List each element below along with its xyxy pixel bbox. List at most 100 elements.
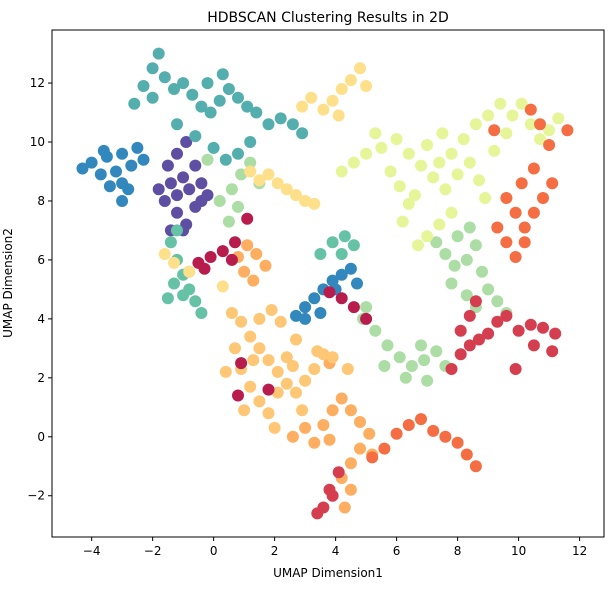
y-tick-label: 0 (37, 430, 45, 444)
x-tick-label: 8 (454, 544, 462, 558)
data-point (360, 80, 373, 92)
data-point (323, 433, 336, 446)
data-point (384, 165, 397, 178)
data-point (201, 189, 214, 202)
x-tick-label: −2 (144, 544, 162, 558)
data-point (262, 118, 275, 131)
data-point (439, 248, 452, 260)
data-point (396, 215, 409, 228)
data-point (543, 124, 556, 137)
data-point (418, 354, 431, 367)
data-point (186, 88, 199, 101)
data-point (326, 94, 339, 107)
data-point (451, 230, 464, 243)
data-point (512, 324, 525, 337)
data-point (500, 192, 513, 204)
data-point (241, 100, 254, 113)
data-point (527, 206, 540, 219)
data-point (268, 421, 281, 434)
data-point (415, 339, 427, 352)
data-point (229, 236, 241, 249)
data-point (378, 360, 391, 372)
data-point (164, 177, 177, 190)
data-point (177, 289, 190, 302)
data-point (399, 371, 412, 384)
data-point (286, 430, 299, 443)
data-point (244, 380, 257, 393)
data-point (137, 153, 150, 166)
data-point (360, 312, 373, 325)
data-point (296, 127, 309, 140)
data-point (375, 141, 388, 154)
data-point (244, 136, 257, 148)
data-point (433, 218, 446, 231)
data-point (451, 436, 464, 449)
data-point (421, 374, 434, 387)
data-point (247, 354, 260, 367)
data-point (509, 206, 522, 219)
data-point (360, 301, 373, 314)
y-tick-label: −2 (27, 489, 45, 503)
data-point (171, 147, 183, 160)
data-point (232, 389, 244, 402)
data-point (189, 200, 202, 213)
data-point (412, 239, 424, 252)
data-point (500, 127, 513, 140)
data-point (171, 189, 183, 202)
data-point (543, 139, 556, 151)
data-point (332, 109, 345, 122)
data-point (216, 245, 229, 258)
data-point (314, 307, 327, 319)
data-point (527, 339, 540, 352)
data-point (335, 165, 348, 178)
data-point (262, 354, 275, 367)
data-point (460, 448, 473, 461)
data-point (469, 460, 482, 473)
data-point (305, 91, 318, 104)
data-point (103, 180, 116, 193)
data-point (238, 404, 251, 417)
data-point (326, 236, 339, 249)
data-point (128, 97, 141, 110)
data-point (491, 315, 504, 328)
data-point (259, 259, 272, 272)
data-point (168, 83, 180, 95)
y-axis-ticks: −2 0 2 4 6 8 10 12 (27, 76, 52, 503)
data-point (317, 419, 330, 431)
data-point (116, 147, 129, 160)
data-point (469, 239, 482, 252)
data-point (338, 230, 351, 243)
data-point (326, 404, 339, 417)
data-point (274, 315, 287, 328)
data-point (537, 192, 549, 204)
data-point (430, 236, 443, 249)
data-point (311, 507, 324, 520)
data-point (274, 112, 287, 125)
data-point (225, 307, 238, 319)
data-point (85, 156, 98, 169)
data-point (299, 312, 312, 325)
y-tick-label: 6 (37, 253, 45, 267)
data-point (286, 360, 299, 372)
data-point (445, 363, 458, 375)
y-tick-label: 12 (30, 76, 45, 90)
data-point (244, 330, 257, 343)
data-point (161, 292, 174, 305)
data-point (225, 253, 238, 266)
data-point (454, 324, 467, 337)
data-point (183, 183, 196, 196)
data-point (402, 147, 415, 160)
data-point (524, 318, 537, 331)
data-point (509, 251, 522, 263)
data-point (171, 206, 183, 219)
data-point (390, 427, 403, 440)
data-point (473, 333, 485, 346)
data-point (460, 289, 473, 302)
data-point (110, 165, 122, 178)
data-point (131, 141, 144, 154)
data-point (454, 348, 467, 361)
data-point (308, 436, 321, 449)
data-point (534, 118, 546, 131)
